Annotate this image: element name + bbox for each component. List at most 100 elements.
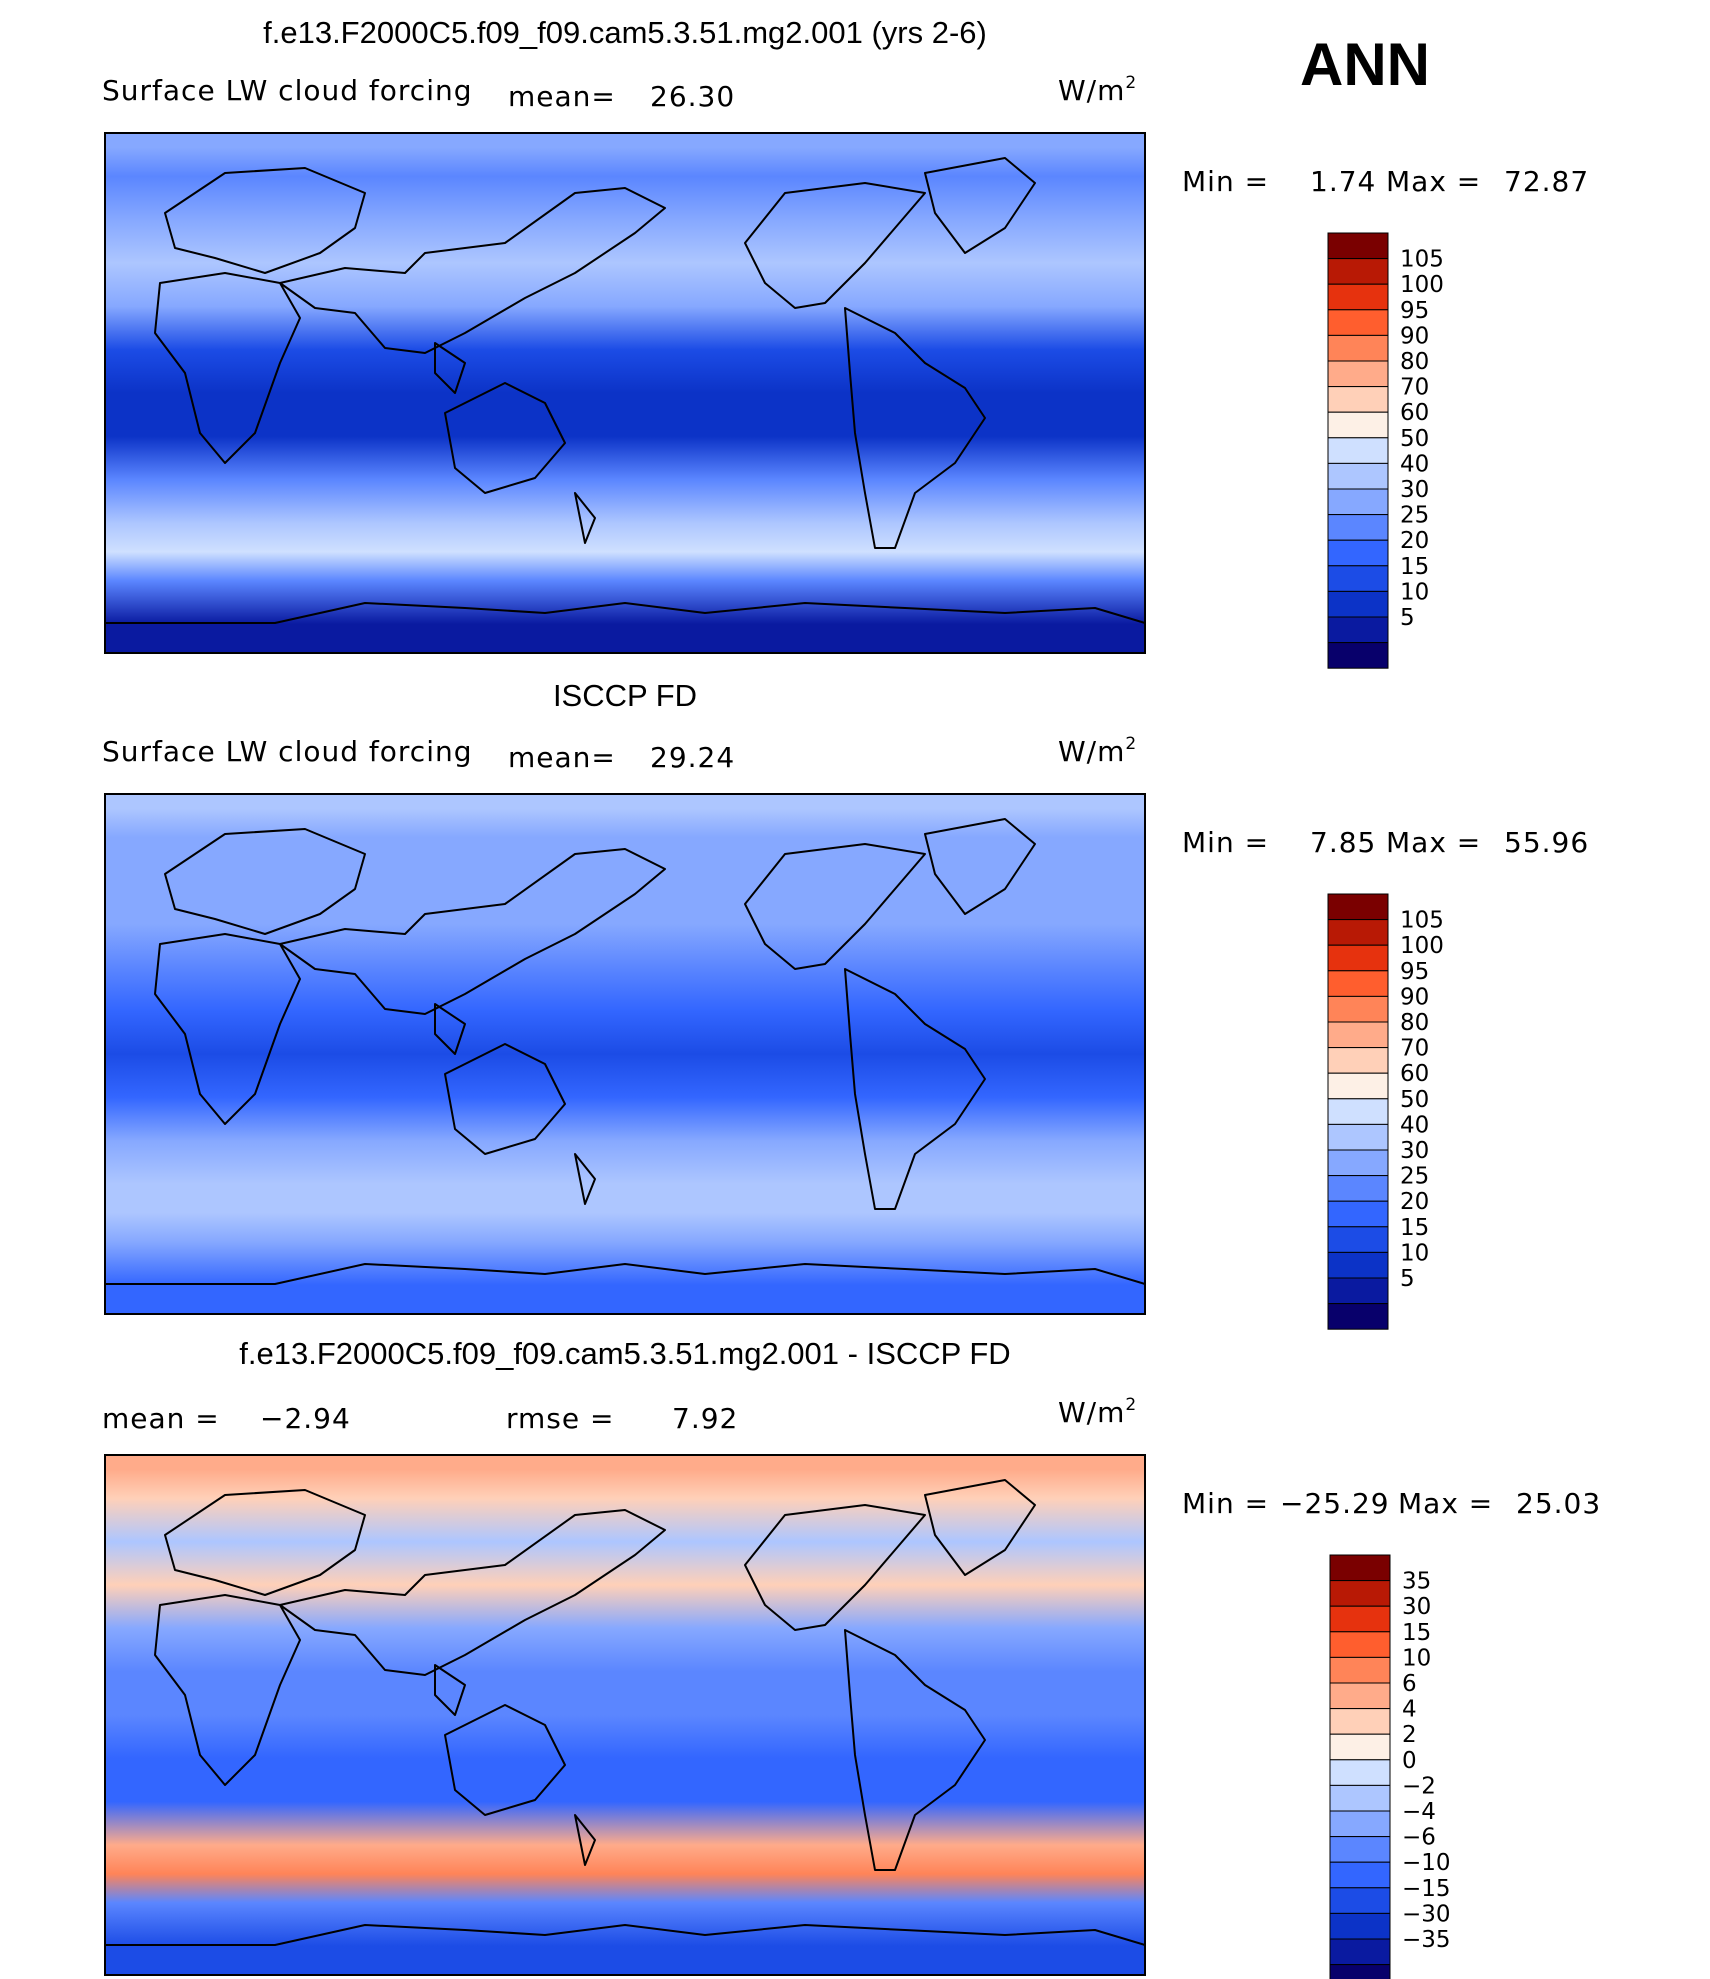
colorbar-tick-label: 25 xyxy=(1400,503,1429,529)
panel-3-frame xyxy=(104,1454,1146,1976)
panel-2-variable: Surface LW cloud forcing xyxy=(102,735,473,768)
colorbar-tick-label: −6 xyxy=(1402,1825,1436,1851)
panel-3-min-label: Min = xyxy=(1182,1487,1269,1520)
colorbar-tick-label: 95 xyxy=(1400,298,1429,324)
colorbar-box xyxy=(1327,1021,1389,1049)
colorbar-box xyxy=(1327,1149,1389,1177)
colorbar-tick-label: 20 xyxy=(1400,528,1429,554)
panel-1-max-value: 72.87 xyxy=(1504,165,1589,198)
colorbar-box xyxy=(1327,386,1389,413)
panel-2-title: ISCCP FD xyxy=(553,678,697,713)
colorbar-box xyxy=(1329,1912,1391,1940)
colorbar-box xyxy=(1327,1277,1389,1305)
panel-3-mean-value: −2.94 xyxy=(260,1402,351,1435)
panel-1-field xyxy=(105,133,1145,653)
colorbar-box xyxy=(1329,1554,1391,1582)
colorbar-box xyxy=(1327,995,1389,1023)
colorbar-tick-label: 60 xyxy=(1400,1061,1429,1087)
panel-2-mean-label: mean= xyxy=(508,741,616,774)
panel-3-max-value: 25.03 xyxy=(1516,1487,1601,1520)
colorbar-box xyxy=(1329,1887,1391,1914)
panel-2-max-label: Max = xyxy=(1386,826,1481,859)
season-label: ANN xyxy=(1300,31,1430,98)
colorbar-box xyxy=(1329,1861,1391,1889)
colorbar-box xyxy=(1329,1656,1391,1684)
colorbar-box xyxy=(1329,1605,1391,1633)
colorbar-box xyxy=(1327,1175,1389,1202)
colorbar-box xyxy=(1327,283,1389,311)
colorbar-box xyxy=(1329,1836,1391,1863)
colorbar-tick-label: 20 xyxy=(1400,1189,1429,1215)
colorbar-box xyxy=(1327,590,1389,618)
colorbar-box xyxy=(1327,970,1389,997)
panel-2-min-label: Min = xyxy=(1182,826,1269,859)
colorbar-box xyxy=(1327,539,1389,567)
colorbar-tick-label: 5 xyxy=(1400,1266,1415,1292)
colorbar-tick-label: 40 xyxy=(1400,1112,1429,1138)
colorbar-tick-label: 105 xyxy=(1400,247,1444,273)
panel-3-min-value: −25.29 xyxy=(1280,1487,1390,1520)
panel-1-frame xyxy=(104,132,1146,654)
colorbar-tick-label: 70 xyxy=(1400,1036,1429,1062)
colorbar-tick-label: 25 xyxy=(1400,1164,1429,1190)
colorbar-box xyxy=(1327,1098,1389,1125)
panel-2-field xyxy=(105,794,1145,1314)
colorbar-box xyxy=(1327,514,1389,541)
colorbar-tick-label: 50 xyxy=(1400,1087,1429,1113)
panel-2-max-value: 55.96 xyxy=(1504,826,1589,859)
panel-1-min-label: Min = xyxy=(1182,165,1269,198)
colorbar-tick-label: 15 xyxy=(1400,1215,1429,1241)
colorbar-tick-label: 4 xyxy=(1402,1697,1417,1723)
panel-1-mean-label: mean= xyxy=(508,80,616,113)
colorbar-box xyxy=(1327,1200,1389,1228)
panel-3-title: f.e13.F2000C5.f09_f09.cam5.3.51.mg2.001 … xyxy=(239,1336,1010,1371)
colorbar-tick-label: −30 xyxy=(1402,1901,1451,1927)
colorbar-tick-label: 105 xyxy=(1400,908,1444,934)
colorbar-box xyxy=(1327,919,1389,946)
colorbar-tick-label: 5 xyxy=(1400,605,1415,631)
colorbar-tick-label: 15 xyxy=(1400,554,1429,580)
panel-3: f.e13.F2000C5.f09_f09.cam5.3.51.mg2.001 … xyxy=(102,1336,1601,1979)
colorbar-tick-label: 0 xyxy=(1402,1748,1417,1774)
panel-3-rmse-label: rmse = xyxy=(506,1402,614,1435)
colorbar-tick-label: 70 xyxy=(1400,375,1429,401)
panel-1-variable: Surface LW cloud forcing xyxy=(102,74,473,107)
panel-2-min-value: 7.85 xyxy=(1310,826,1376,859)
colorbar-tick-label: −2 xyxy=(1402,1773,1436,1799)
panel-2-units: W/m2 xyxy=(1058,734,1137,768)
colorbar-tick-label: 15 xyxy=(1402,1620,1431,1646)
panel-2: ISCCP FD Surface LW cloud forcing mean= … xyxy=(102,678,1589,1330)
colorbar-tick-label: −10 xyxy=(1402,1850,1451,1876)
panel-1: f.e13.F2000C5.f09_f09.cam5.3.51.mg2.001 … xyxy=(102,15,1589,669)
colorbar-box xyxy=(1327,232,1389,260)
panel-1-max-label: Max = xyxy=(1386,165,1481,198)
colorbar-tick-label: 2 xyxy=(1402,1722,1417,1748)
colorbar-tick-label: 6 xyxy=(1402,1671,1417,1697)
panel-1-min-value: 1.74 xyxy=(1310,165,1376,198)
colorbar-tick-label: 100 xyxy=(1400,272,1444,298)
panel-3-units: W/m2 xyxy=(1058,1395,1137,1429)
panel-1-mean-value: 26.30 xyxy=(650,80,735,113)
colorbar-box xyxy=(1327,462,1389,490)
colorbar-box xyxy=(1327,1226,1389,1253)
colorbar-tick-label: 90 xyxy=(1400,984,1429,1010)
panel-2-mean-value: 29.24 xyxy=(650,741,735,774)
panel-3-rmse-value: 7.92 xyxy=(672,1402,738,1435)
colorbar-tick-label: 30 xyxy=(1400,477,1429,503)
colorbar-tick-label: 10 xyxy=(1400,579,1429,605)
colorbar-tick-label: 80 xyxy=(1400,1010,1429,1036)
colorbar-box xyxy=(1327,642,1389,669)
colorbar-box xyxy=(1327,1047,1389,1074)
colorbar-tick-label: 30 xyxy=(1402,1594,1431,1620)
colorbar-tick-label: 60 xyxy=(1400,400,1429,426)
colorbar-box xyxy=(1327,1072,1389,1100)
colorbar-box xyxy=(1327,411,1389,439)
panel-3-field xyxy=(105,1455,1145,1975)
colorbar-tick-label: 35 xyxy=(1402,1569,1431,1595)
panel-2-frame xyxy=(104,793,1146,1315)
colorbar-tick-label: 95 xyxy=(1400,959,1429,985)
